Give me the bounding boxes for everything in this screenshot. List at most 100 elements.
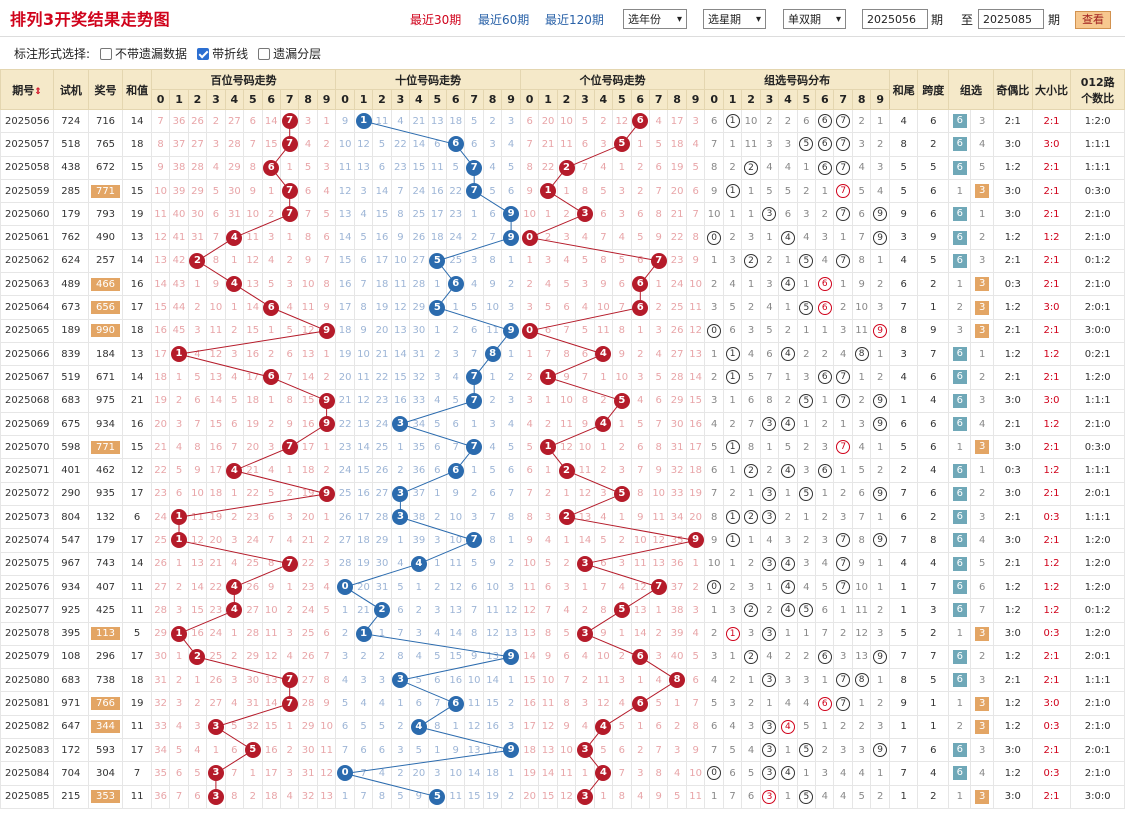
prize-number: 257 [95, 255, 116, 267]
span-cell: 4 [917, 388, 950, 413]
miss-count: 45 [169, 318, 189, 343]
miss-value: 5 [415, 674, 423, 686]
tail-cell: 5 [888, 155, 919, 180]
tail-cell: 7 [888, 481, 919, 507]
recent-30-link[interactable]: 最近30期 [410, 13, 462, 27]
miss-value: 6 [360, 744, 367, 756]
miss-value: 6 [194, 395, 201, 407]
group-hit: 7 [833, 528, 853, 553]
recent-60-link[interactable]: 最近60期 [478, 13, 530, 27]
miss-count: 14 [538, 761, 558, 786]
group-hit: 1 [722, 178, 743, 204]
hit-ball: 7 [464, 365, 484, 390]
option-line[interactable]: 带折线 [197, 45, 248, 62]
miss-value: 9 [452, 744, 459, 756]
miss-value: 2 [655, 302, 662, 314]
miss-count: 4 [648, 341, 669, 367]
miss-count: 1 [501, 248, 521, 274]
ball-icon: 6 [632, 695, 649, 712]
miss-value: 2 [434, 511, 441, 523]
from-issue-input[interactable]: 2025056 [862, 9, 928, 29]
miss-count: 3 [224, 668, 245, 693]
group-miss: 5 [851, 178, 872, 204]
miss-count: 6 [575, 132, 595, 157]
col-012-b: 个数比 [1081, 91, 1115, 105]
miss-value: 22 [246, 488, 260, 500]
miss-count: 11 [482, 318, 503, 343]
checkbox-icon[interactable] [258, 47, 271, 60]
recent-120-link[interactable]: 最近120期 [545, 13, 604, 27]
miss-value: 10 [560, 395, 573, 407]
miss-count: 15 [353, 458, 374, 483]
checkbox-icon[interactable] [100, 47, 113, 60]
miss-value: 4 [175, 441, 183, 453]
view-button[interactable]: 查看 [1075, 11, 1111, 29]
miss-count: 9 [593, 621, 614, 646]
prize-cell: 934 [87, 411, 124, 437]
year-select[interactable]: 选年份 [623, 9, 687, 29]
miss-value: 4 [231, 698, 238, 710]
miss-count: 6 [538, 318, 558, 343]
miss-count: 1 [556, 528, 577, 553]
miss-value: 2 [507, 371, 515, 383]
group6-cell: 6 [948, 644, 972, 670]
parity-select[interactable]: 单双期 [783, 9, 846, 29]
group3-cell: 3 [970, 272, 994, 297]
circle-icon: 1 [725, 440, 740, 455]
miss-count: 10 [464, 668, 484, 693]
miss-count: 19 [372, 295, 392, 320]
miss-value: 20 [338, 371, 352, 383]
ball-icon: 4 [226, 462, 243, 479]
miss-count: 4 [409, 644, 429, 670]
group-hit: 2 [741, 155, 761, 180]
miss-value: 17 [338, 302, 352, 314]
span-cell: 5 [917, 668, 950, 693]
miss-value: 3 [876, 162, 884, 174]
to-issue-input[interactable]: 2025085 [978, 9, 1044, 29]
group3-cell: 5 [970, 551, 994, 576]
digit-header: 5 [612, 89, 632, 110]
miss-value: 8 [378, 791, 386, 803]
miss-count: 5 [575, 108, 595, 134]
miss-value: 4 [507, 418, 515, 430]
miss-value: 4 [710, 674, 718, 686]
col-issue[interactable]: 期号⇕ [0, 69, 55, 110]
group-miss: 2 [759, 458, 780, 483]
miss-value: 19 [338, 348, 352, 360]
hit-ball: 8 [667, 668, 687, 693]
miss-value: 1 [378, 628, 386, 640]
table-row: 2025071 401 462 12 22 5 9 17 4 21 4 1 18 2 24 15 26 2 36 6 6… [0, 458, 1125, 483]
miss-value: 5 [175, 465, 183, 477]
miss-count: 3 [630, 761, 650, 786]
col-test: 试机 [53, 69, 89, 110]
miss-count: 15 [519, 668, 540, 693]
group-miss: 3 [833, 738, 853, 763]
miss-value: 2 [268, 348, 275, 360]
miss-value: 27 [412, 255, 426, 267]
group6-cell: 2 [948, 295, 972, 320]
miss-count: 4 [169, 435, 189, 460]
issue-cell: 2025056 [0, 108, 55, 134]
miss-value: 5 [434, 418, 441, 430]
odd-even-cell: 1:2 [992, 761, 1033, 786]
circle-icon: 6 [817, 137, 832, 152]
miss-value: 36 [154, 791, 167, 803]
miss-count: 15 [372, 202, 392, 227]
option-layer[interactable]: 遗漏分层 [258, 45, 321, 62]
miss-value: 20 [541, 115, 555, 127]
miss-count: 29 [372, 528, 392, 553]
miss-value: 10 [301, 278, 315, 290]
miss-value: 7 [563, 325, 570, 337]
miss-value: 1 [323, 115, 330, 127]
group-miss: 2 [796, 341, 817, 367]
miss-count: 1 [501, 341, 521, 367]
issue-cell: 2025083 [0, 738, 55, 763]
hit-ball: 9 [501, 644, 521, 670]
col-group: 组选 [948, 69, 994, 110]
miss-value: 1 [563, 534, 570, 546]
miss-value: 1 [956, 441, 963, 453]
miss-count: 15 [261, 714, 281, 740]
option-no-miss[interactable]: 不带遗漏数据 [100, 45, 187, 62]
weekday-select[interactable]: 选星期 [703, 9, 766, 29]
checkbox-checked-icon[interactable] [197, 47, 210, 60]
